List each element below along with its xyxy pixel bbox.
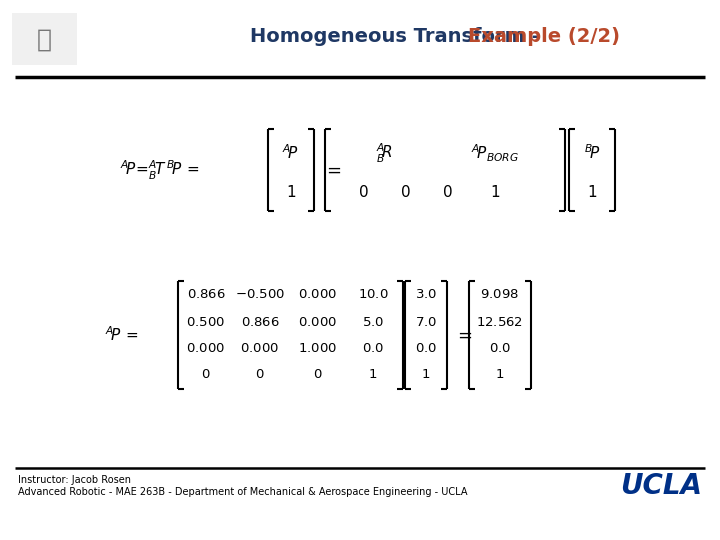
Text: $1$: $1$	[587, 184, 597, 200]
Text: $0$: $0$	[358, 184, 369, 200]
Text: $12.562$: $12.562$	[477, 315, 523, 328]
Text: $1$: $1$	[490, 184, 500, 200]
Text: Advanced Robotic - MAE 263B - Department of Mechanical & Aerospace Engineering -: Advanced Robotic - MAE 263B - Department…	[18, 487, 467, 497]
Text: ${}^{A}\!P\,=$: ${}^{A}\!P\,=$	[105, 326, 139, 345]
Text: $0.000$: $0.000$	[240, 341, 279, 354]
Text: $0.0$: $0.0$	[489, 341, 511, 354]
Bar	[12, 13, 77, 65]
Text: ${}^{A}_{B}\!R$: ${}^{A}_{B}\!R$	[377, 141, 394, 165]
Text: $ 5.0$: $ 5.0$	[362, 315, 384, 328]
Text: UCLA: UCLA	[620, 472, 702, 500]
Text: $0$: $0$	[202, 368, 211, 381]
Text: $0.0$: $0.0$	[415, 341, 437, 354]
Text: $0$: $0$	[400, 184, 410, 200]
Text: $=$: $=$	[454, 326, 472, 344]
Text: $1$: $1$	[369, 368, 377, 381]
Text: $0.000$: $0.000$	[186, 341, 225, 354]
Text: $7.0$: $7.0$	[415, 315, 437, 328]
Text: $1$: $1$	[495, 368, 505, 381]
Text: $1.000$: $1.000$	[299, 341, 338, 354]
Text: $=$: $=$	[323, 161, 341, 179]
Text: $0.500$: $0.500$	[186, 315, 225, 328]
Text: ${}^{B}\!P$: ${}^{B}\!P$	[584, 144, 600, 163]
Text: $0$: $0$	[256, 368, 265, 381]
Text: $0$: $0$	[313, 368, 323, 381]
Text: $0$: $0$	[441, 184, 452, 200]
Text: $-0.500$: $-0.500$	[235, 288, 285, 301]
Text: $3.0$: $3.0$	[415, 288, 437, 301]
Text: $ 0.866$: $ 0.866$	[186, 288, 225, 301]
Text: 🤖: 🤖	[37, 28, 52, 52]
Text: $1$: $1$	[421, 368, 431, 381]
Text: $0.000$: $0.000$	[299, 315, 338, 328]
Text: $0.866$: $0.866$	[240, 315, 279, 328]
Text: Instructor: Jacob Rosen: Instructor: Jacob Rosen	[18, 475, 131, 485]
Text: Example (2/2): Example (2/2)	[468, 26, 620, 45]
Text: $9.098$: $9.098$	[480, 288, 520, 301]
Text: ${}^{A}\!P_{BORG}$: ${}^{A}\!P_{BORG}$	[471, 143, 519, 164]
Text: $1$: $1$	[286, 184, 296, 200]
Text: $10.0$: $10.0$	[358, 288, 388, 301]
Text: ${}^{A}\!P\!=\!{}^{A}_{B}\!T\,{}^{B}\!P\,=$: ${}^{A}\!P\!=\!{}^{A}_{B}\!T\,{}^{B}\!P\…	[120, 158, 199, 181]
Text: Homogeneous Transform -: Homogeneous Transform -	[250, 26, 546, 45]
Text: $ 0.0$: $ 0.0$	[362, 341, 384, 354]
Text: ${}^{A}\!P$: ${}^{A}\!P$	[282, 144, 300, 163]
Text: $0.000$: $0.000$	[299, 288, 338, 301]
